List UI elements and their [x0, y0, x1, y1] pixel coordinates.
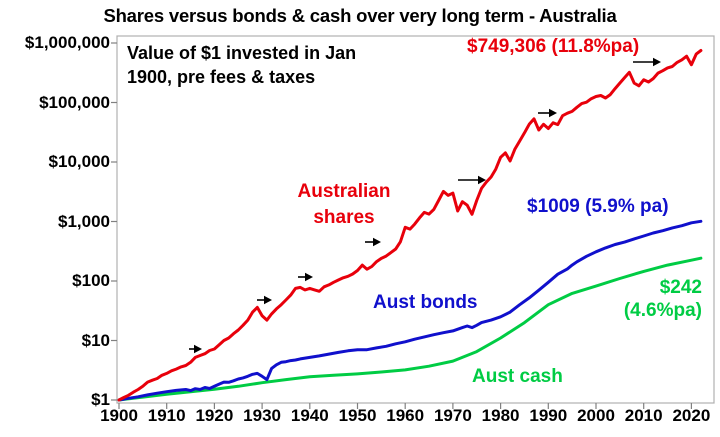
x-axis-label: 2000 — [577, 406, 615, 425]
x-axis-label: 1990 — [529, 406, 568, 425]
y-axis-label: $100 — [72, 271, 110, 290]
plot-border — [116, 35, 715, 404]
series-line-australian-shares — [117, 49, 703, 402]
x-axis-label: 1960 — [386, 406, 425, 425]
event-arrow-head-icon — [653, 57, 661, 67]
series-line-aust-bonds — [117, 219, 703, 402]
cash-series-label: Aust cash — [472, 366, 563, 387]
note-line1: Value of $1 invested in Jan — [127, 43, 357, 63]
event-arrow-head-icon — [305, 272, 313, 282]
shares-final-value-label: $749,306 (11.8%pa) — [467, 36, 640, 57]
x-axis-label: 2010 — [624, 406, 663, 425]
series-line-aust-cash — [117, 256, 703, 402]
x-axis-label: 1940 — [290, 406, 329, 425]
event-arrow-head-icon — [264, 295, 272, 305]
shares-series-label: Australian shares — [283, 179, 405, 231]
cash-value-line2: (4.6%pa) — [623, 300, 702, 321]
x-axis-label: 1910 — [147, 406, 186, 425]
x-axis-label: 1930 — [243, 406, 282, 425]
x-axis-label: 2020 — [672, 406, 711, 425]
shares-label-line2: shares — [313, 207, 375, 228]
bonds-series-label: Aust bonds — [373, 292, 478, 313]
y-axis-label: $10,000 — [48, 152, 110, 171]
event-arrow-head-icon — [478, 175, 486, 185]
x-axis-label: 1950 — [338, 406, 377, 425]
note-line2: 1900, pre fees & taxes — [127, 67, 316, 87]
y-axis-label: $1,000 — [58, 211, 110, 231]
y-axis-label: $1 — [91, 390, 110, 409]
bonds-final-value-label: $1009 (5.9% pa) — [527, 196, 669, 217]
event-arrow-head-icon — [549, 108, 557, 118]
chart-title: Shares versus bonds & cash over very lon… — [103, 5, 617, 26]
y-axis-label: $100,000 — [39, 92, 110, 112]
chart-subtitle-note: Value of $1 invested in Jan 1900, pre fe… — [127, 41, 407, 89]
x-axis-label: 1980 — [481, 406, 520, 425]
event-arrow-head-icon — [373, 237, 381, 247]
cash-value-line1: $242 — [659, 277, 702, 298]
cash-final-value-label: $242 (4.6%pa) — [624, 276, 702, 322]
y-axis-label: $1,000,000 — [24, 33, 110, 52]
shares-label-line1: Australian — [297, 181, 391, 202]
x-axis-label: 1970 — [433, 406, 472, 425]
x-axis-label: 1920 — [195, 406, 234, 425]
x-axis-label: 1900 — [100, 406, 138, 425]
event-arrow-head-icon — [194, 344, 202, 354]
y-axis-label: $10 — [81, 330, 110, 350]
